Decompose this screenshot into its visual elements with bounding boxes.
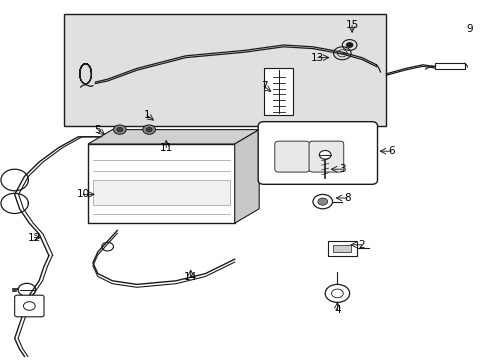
- Bar: [327, 241, 356, 256]
- Circle shape: [346, 42, 352, 48]
- Bar: [88, 144, 234, 223]
- Bar: [434, 63, 464, 69]
- Bar: [93, 180, 229, 205]
- Circle shape: [113, 125, 126, 134]
- Text: 3: 3: [338, 164, 345, 174]
- Text: 7: 7: [260, 81, 267, 91]
- Circle shape: [142, 125, 155, 134]
- Bar: [63, 14, 386, 126]
- FancyBboxPatch shape: [274, 141, 309, 172]
- Circle shape: [146, 127, 152, 132]
- Text: 15: 15: [345, 20, 358, 30]
- Text: 4: 4: [333, 305, 340, 315]
- Text: 8: 8: [343, 193, 350, 203]
- Bar: [264, 68, 293, 115]
- Text: 5: 5: [94, 125, 101, 135]
- Polygon shape: [88, 130, 259, 144]
- Circle shape: [317, 198, 327, 205]
- FancyBboxPatch shape: [15, 295, 44, 317]
- Text: 12: 12: [27, 233, 41, 243]
- Text: 11: 11: [159, 143, 173, 153]
- Text: 1: 1: [143, 110, 150, 120]
- Text: 10: 10: [77, 189, 89, 199]
- Text: 6: 6: [387, 146, 394, 156]
- Text: 13: 13: [310, 53, 324, 63]
- Circle shape: [319, 150, 330, 159]
- Text: 2: 2: [358, 240, 365, 250]
- FancyBboxPatch shape: [308, 141, 343, 172]
- Polygon shape: [234, 130, 259, 223]
- Text: 9: 9: [465, 24, 472, 34]
- Bar: [333, 245, 350, 252]
- Text: 14: 14: [183, 272, 197, 282]
- FancyBboxPatch shape: [258, 122, 377, 184]
- Circle shape: [117, 127, 122, 132]
